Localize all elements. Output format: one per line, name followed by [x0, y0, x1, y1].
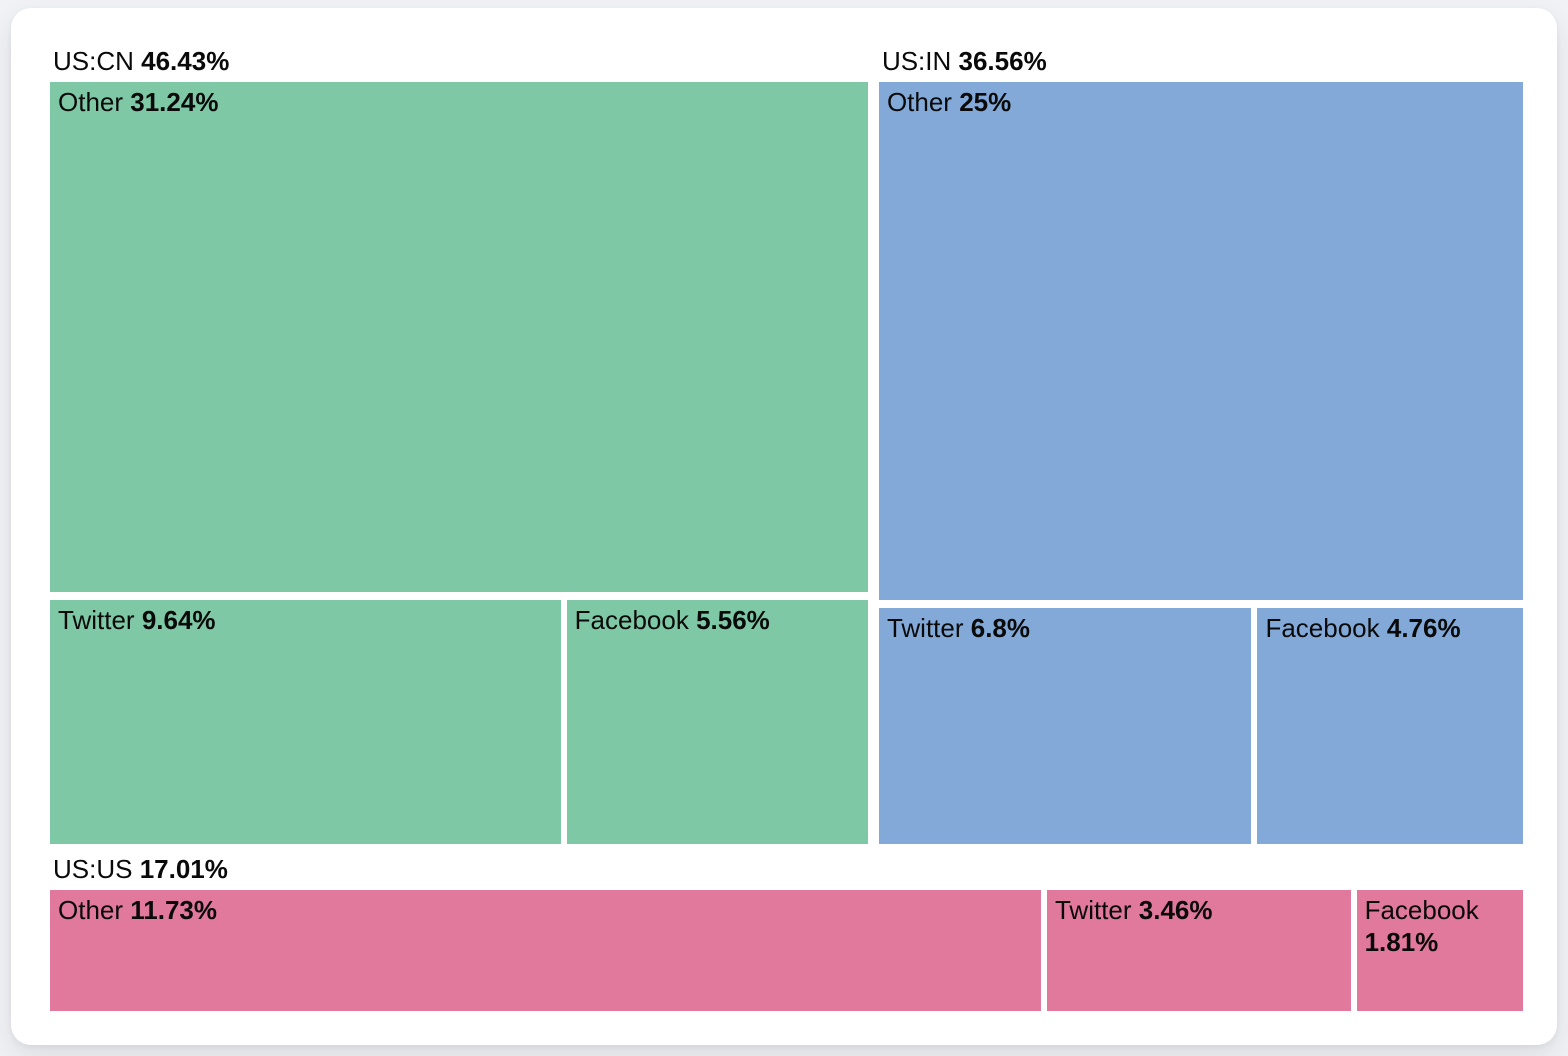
- group-cells-us-cn: Other 31.24% Twitter 9.64% Facebook 5.56%: [50, 82, 868, 844]
- cell-label: US:US: [53, 854, 133, 884]
- cell-us-cn-twitter[interactable]: Twitter 9.64%: [50, 599, 561, 844]
- cell-value: 31.24%: [130, 87, 219, 117]
- cell-us-us-facebook[interactable]: Facebook 1.81%: [1356, 890, 1523, 1011]
- cell-us-us-twitter[interactable]: Twitter 3.46%: [1046, 890, 1351, 1011]
- cell-value: 6.8%: [970, 613, 1031, 644]
- treemap: US:CN 46.43% Other 31.24% Twitter 9.64% Fac…: [50, 44, 1523, 1012]
- group-header-us-us[interactable]: US:US 17.01%: [50, 852, 1523, 890]
- group-subrow-us-cn: Twitter 9.64% Facebook 5.56%: [50, 599, 868, 844]
- cell-value: 3.46%: [1138, 895, 1213, 925]
- cell-value: 9.64%: [141, 604, 216, 635]
- cell-us-us-other[interactable]: Other 11.73%: [50, 890, 1041, 1011]
- cell-us-in-other[interactable]: Other 25%: [878, 82, 1523, 601]
- treemap-group-us-in: US:IN 36.56% Other 25% Twitter 6.8% Faceboo…: [878, 44, 1523, 844]
- cell-value: 46.43%: [141, 46, 230, 76]
- cell-label: Twitter: [1054, 895, 1132, 925]
- cell-value: 5.56%: [696, 604, 770, 635]
- cell-label: Twitter: [58, 604, 135, 635]
- cell-label: Twitter: [886, 613, 964, 644]
- treemap-group-us-us: US:US 17.01% Other 11.73% Twitter 3.46% Fac…: [50, 852, 1523, 1011]
- cell-us-in-facebook[interactable]: Facebook 4.76%: [1257, 608, 1523, 844]
- cell-label: Facebook: [1364, 895, 1479, 925]
- cell-label: Facebook: [1265, 613, 1380, 644]
- group-cells-us-in: Other 25% Twitter 6.8% Facebook 4.76%: [878, 82, 1523, 844]
- cell-value: 4.76%: [1386, 613, 1461, 644]
- cell-value: 36.56%: [958, 46, 1047, 76]
- cell-label: Other: [886, 87, 952, 117]
- chart-card: US:CN 46.43% Other 31.24% Twitter 9.64% Fac…: [11, 8, 1557, 1045]
- cell-value: 1.81%: [1364, 927, 1439, 957]
- treemap-top-row: US:CN 46.43% Other 31.24% Twitter 9.64% Fac…: [50, 44, 1523, 844]
- treemap-bottom-row: US:US 17.01% Other 11.73% Twitter 3.46% Fac…: [50, 852, 1523, 1011]
- treemap-group-us-cn: US:CN 46.43% Other 31.24% Twitter 9.64% Fac…: [50, 44, 868, 844]
- cell-value: 25%: [959, 87, 1012, 117]
- cell-label: US:CN: [53, 46, 134, 76]
- cell-value: 11.73%: [130, 895, 218, 925]
- cell-label: Facebook: [574, 604, 689, 635]
- cell-label: Other: [58, 895, 124, 925]
- group-header-us-in[interactable]: US:IN 36.56%: [879, 44, 1523, 82]
- cell-us-cn-other[interactable]: Other 31.24%: [50, 82, 868, 592]
- group-subrow-us-in: Twitter 6.8% Facebook 4.76%: [878, 608, 1523, 844]
- cell-value: 17.01%: [139, 854, 228, 884]
- group-cells-us-us: Other 11.73% Twitter 3.46% Facebook 1.81%: [50, 890, 1523, 1011]
- cell-label: Other: [58, 87, 124, 117]
- cell-us-in-twitter[interactable]: Twitter 6.8%: [878, 608, 1252, 844]
- group-header-us-cn[interactable]: US:CN 46.43%: [50, 44, 868, 82]
- cell-label: US:IN: [881, 46, 952, 76]
- cell-us-cn-facebook[interactable]: Facebook 5.56%: [566, 599, 868, 844]
